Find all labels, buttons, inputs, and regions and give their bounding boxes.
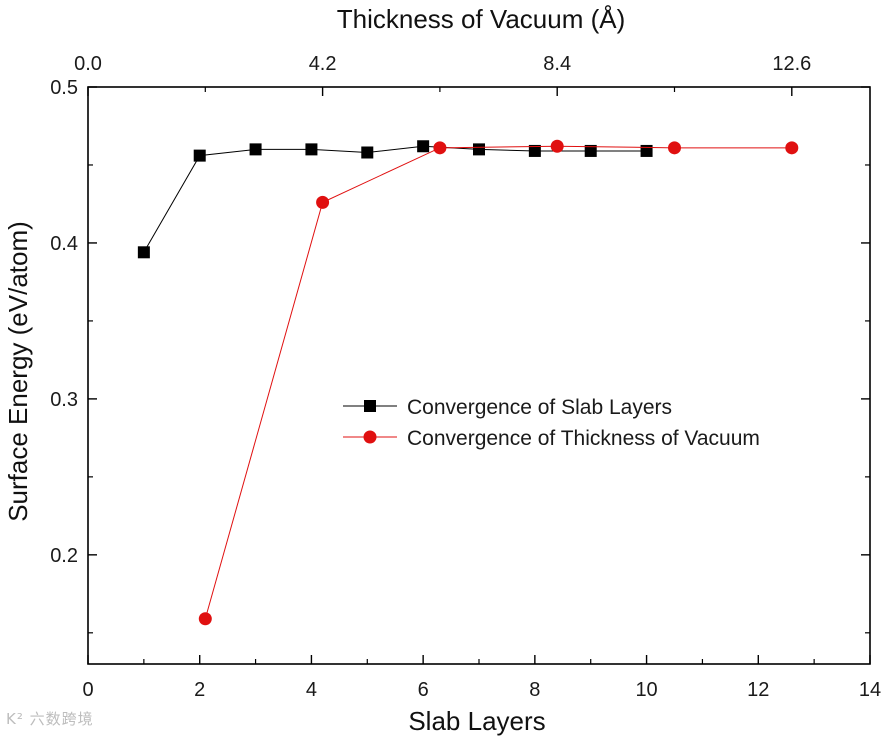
series-line-2 bbox=[204, 145, 792, 619]
watermark: K² 六数跨境 bbox=[6, 710, 94, 728]
data-point-vacuum-thickness bbox=[668, 141, 681, 155]
data-point-slab-layers bbox=[584, 144, 597, 157]
data-point-vacuum-thickness bbox=[316, 195, 330, 209]
x-tick-label: 8 bbox=[529, 679, 540, 701]
data-point-slab-layers bbox=[193, 149, 206, 162]
top-tick-label: 0.0 bbox=[74, 53, 102, 75]
y-tick-label: 0.3 bbox=[50, 389, 78, 411]
legend: Convergence of Slab Layers Convergence of… bbox=[343, 396, 760, 450]
x-tick-label: 6 bbox=[418, 679, 429, 701]
legend-label: Convergence of Thickness of Vacuum bbox=[407, 427, 760, 450]
data-point-slab-layers bbox=[249, 143, 262, 156]
data-point-slab-layers bbox=[305, 143, 318, 156]
legend-marker-square bbox=[364, 400, 376, 412]
top-tick-label: 4.2 bbox=[309, 53, 337, 75]
x-tick-label: 4 bbox=[306, 679, 317, 701]
top-tick-label: 12.6 bbox=[772, 53, 811, 75]
data-point-slab-layers bbox=[417, 140, 430, 153]
data-point-slab-layers bbox=[640, 144, 653, 157]
axes-layer: 0 2 4 6 8 10 12 14 0.0 4.2 8.4 12.6 0.2 0.3 0.4 0.5 bbox=[50, 53, 881, 701]
data-point-slab-layers bbox=[361, 146, 374, 159]
y-tick-label: 0.5 bbox=[50, 77, 78, 99]
y-tick-label: 0.4 bbox=[50, 233, 78, 255]
y-axis-title: Surface Energy (eV/atom) bbox=[3, 221, 33, 522]
x-tick-label: 12 bbox=[747, 679, 769, 701]
data-point-vacuum-thickness bbox=[433, 141, 447, 155]
top-tick-label: 8.4 bbox=[543, 53, 571, 75]
plot-frame bbox=[87, 86, 871, 665]
legend-label: Convergence of Slab Layers bbox=[407, 396, 672, 419]
x-tick-label: 14 bbox=[859, 679, 881, 701]
series-line-1 bbox=[143, 145, 647, 253]
data-point-slab-layers bbox=[528, 144, 541, 157]
legend-marker-circle bbox=[363, 430, 377, 444]
x-tick-label: 0 bbox=[82, 679, 93, 701]
data-point-vacuum-thickness bbox=[198, 612, 212, 626]
top-axis-title: Thickness of Vacuum (Å) bbox=[337, 4, 626, 34]
data-point-slab-layers bbox=[137, 246, 150, 259]
data-point-vacuum-thickness bbox=[785, 141, 799, 155]
y-tick-label: 0.2 bbox=[50, 545, 78, 567]
x-tick-label: 10 bbox=[635, 679, 657, 701]
x-axis-title: Slab Layers bbox=[408, 706, 545, 736]
data-point-slab-layers bbox=[473, 143, 485, 156]
series-layer bbox=[137, 139, 799, 626]
x-tick-label: 2 bbox=[194, 679, 205, 701]
data-point-vacuum-thickness bbox=[550, 139, 564, 153]
